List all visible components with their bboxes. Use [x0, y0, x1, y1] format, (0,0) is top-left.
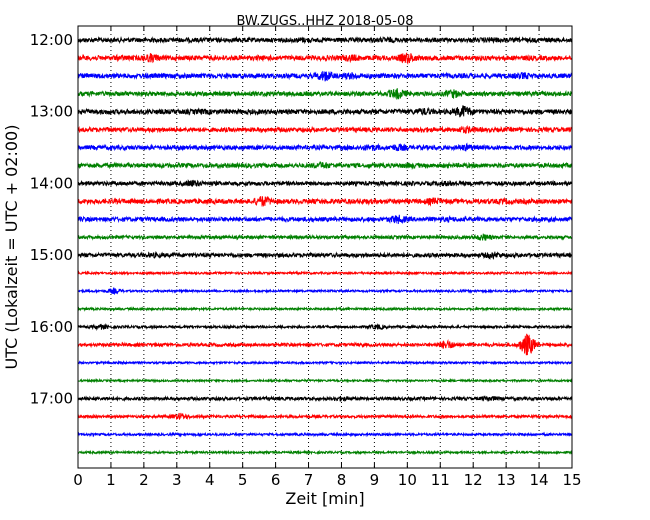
y-tick-label: 14:00: [30, 174, 73, 192]
trace-1600: [77, 322, 573, 332]
trace-1245: [77, 88, 573, 100]
x-axis: 0 1 2 3 4 5 6 7 8 9 10 11 12 13 14 15: [73, 26, 582, 489]
trace-1715: [77, 412, 573, 421]
trace-1630: [77, 359, 573, 366]
x-tick-label: 13: [497, 471, 516, 489]
x-tick-label: 12: [464, 471, 483, 489]
trace-1745: [77, 449, 573, 456]
y-tick-label: 17:00: [30, 390, 73, 408]
trace-1215: [77, 52, 573, 66]
trace-1545: [77, 306, 573, 312]
trace-1615: [77, 333, 573, 356]
x-tick-label: 1: [106, 471, 116, 489]
trace-1730: [77, 431, 573, 438]
x-tick-label: 5: [238, 471, 248, 489]
plot-frame: [77, 25, 573, 469]
y-tick-label: 15:00: [30, 246, 73, 264]
trace-1300: [77, 105, 573, 118]
trace-1515: [77, 270, 573, 276]
chart-title: BW.ZUGS..HHZ 2018-05-08: [236, 14, 413, 29]
x-tick-label: 4: [205, 471, 215, 489]
grid-lines: [110, 26, 540, 468]
y-tick-label: 13:00: [30, 103, 73, 121]
trace-1345: [77, 161, 573, 170]
trace-1530: [77, 286, 572, 296]
y-tick-label: 12:00: [30, 31, 73, 49]
trace-1645: [77, 377, 573, 384]
trace-1500: [77, 250, 573, 260]
x-tick-label: 3: [172, 471, 182, 489]
trace-1445: [77, 233, 573, 241]
y-tick-label: 16:00: [30, 318, 73, 336]
x-tick-label: 8: [337, 471, 347, 489]
x-axis-label: Zeit [min]: [285, 489, 364, 508]
x-tick-label: 6: [271, 471, 281, 489]
trace-1330: [77, 142, 573, 152]
trace-1400: [77, 179, 573, 188]
x-tick-label: 15: [562, 471, 581, 489]
trace-1430: [77, 214, 573, 225]
x-tick-label: 9: [370, 471, 380, 489]
trace-1415: [77, 195, 573, 208]
trace-1700: [77, 395, 573, 403]
trace-1230: [77, 70, 573, 82]
x-tick-label: 14: [530, 471, 549, 489]
x-tick-label: 7: [304, 471, 314, 489]
x-tick-label: 0: [73, 471, 83, 489]
trace-group: [77, 35, 573, 456]
y-axis-label: UTC (Lokalzeit = UTC + 02:00): [2, 125, 21, 370]
x-tick-label: 2: [139, 471, 149, 489]
trace-1315: [77, 125, 573, 135]
x-tick-label: 11: [431, 471, 450, 489]
y-axis: 12:00 13:00 14:00 15:00 16:00 17:00: [30, 31, 572, 408]
x-tick-label: 10: [398, 471, 417, 489]
trace-1200: [77, 35, 573, 45]
